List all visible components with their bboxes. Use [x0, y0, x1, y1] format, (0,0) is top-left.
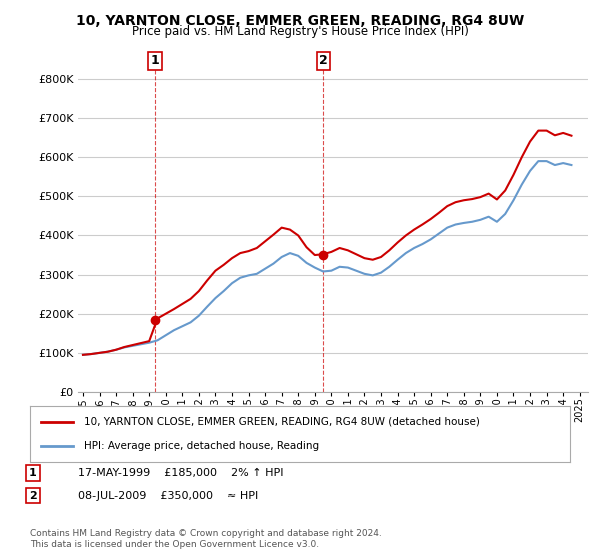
Text: 1: 1	[29, 468, 37, 478]
Text: 10, YARNTON CLOSE, EMMER GREEN, READING, RG4 8UW (detached house): 10, YARNTON CLOSE, EMMER GREEN, READING,…	[84, 417, 480, 427]
Text: 17-MAY-1999    £185,000    2% ↑ HPI: 17-MAY-1999 £185,000 2% ↑ HPI	[78, 468, 284, 478]
Text: 1: 1	[151, 54, 160, 67]
Text: 2: 2	[319, 54, 328, 67]
Text: HPI: Average price, detached house, Reading: HPI: Average price, detached house, Read…	[84, 441, 319, 451]
Text: 2: 2	[29, 491, 37, 501]
Text: 10, YARNTON CLOSE, EMMER GREEN, READING, RG4 8UW: 10, YARNTON CLOSE, EMMER GREEN, READING,…	[76, 14, 524, 28]
Text: 08-JUL-2009    £350,000    ≈ HPI: 08-JUL-2009 £350,000 ≈ HPI	[78, 491, 258, 501]
Text: Price paid vs. HM Land Registry's House Price Index (HPI): Price paid vs. HM Land Registry's House …	[131, 25, 469, 38]
Text: Contains HM Land Registry data © Crown copyright and database right 2024.
This d: Contains HM Land Registry data © Crown c…	[30, 529, 382, 549]
